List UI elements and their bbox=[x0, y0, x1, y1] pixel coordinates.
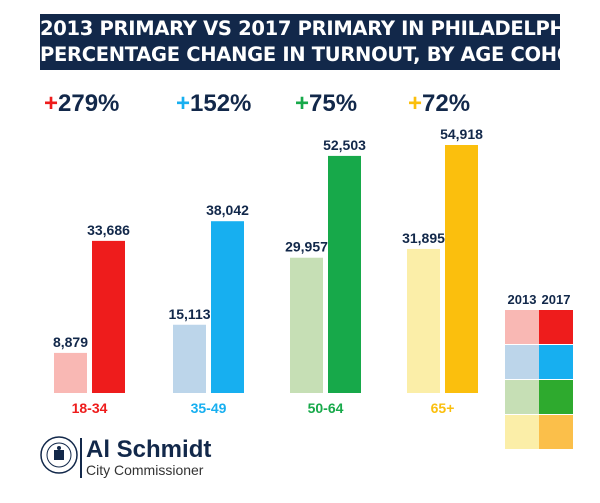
bar-2017-35-49 bbox=[211, 221, 244, 393]
legend-swatch-2013-18-34 bbox=[505, 310, 539, 344]
value-label-2017-65-plus: 54,918 bbox=[440, 126, 483, 142]
title-line-1: 2013 PRIMARY VS 2017 PRIMARY IN PHILADEL… bbox=[40, 17, 588, 40]
value-label-2013-65-plus: 31,895 bbox=[402, 230, 445, 246]
legend-swatch-2013-65-plus bbox=[505, 415, 539, 449]
bar-2017-18-34 bbox=[92, 240, 125, 393]
value-label-2017-18-34: 33,686 bbox=[87, 222, 130, 238]
category-label-18-34: 18-34 bbox=[72, 400, 108, 416]
category-label-35-49: 35-49 bbox=[191, 400, 227, 416]
percent-change-35-49: +152% bbox=[176, 90, 251, 118]
legend-swatch-2017-35-49 bbox=[539, 345, 573, 379]
bar-2017-50-64 bbox=[328, 155, 361, 393]
value-label-2013-50-64: 29,957 bbox=[285, 239, 328, 255]
value-label-2013-18-34: 8,879 bbox=[53, 334, 88, 350]
chart-title: 2013 PRIMARY VS 2017 PRIMARY IN PHILADEL… bbox=[40, 14, 600, 70]
percent-change-18-34: +279% bbox=[44, 90, 119, 118]
logo-divider bbox=[80, 438, 82, 478]
commissioner-name: Al Schmidt bbox=[86, 436, 212, 463]
legend-swatch-2017-50-64 bbox=[539, 380, 573, 414]
legend-header-2013: 2013 bbox=[507, 292, 537, 307]
bar-2013-18-34 bbox=[54, 352, 87, 393]
legend-swatch-2013-50-64 bbox=[505, 380, 539, 414]
category-label-50-64: 50-64 bbox=[308, 400, 344, 416]
percent-value: 72% bbox=[422, 90, 471, 117]
percent-sign: + bbox=[295, 90, 310, 117]
bar-2017-65-plus bbox=[445, 145, 478, 393]
bar-2013-35-49 bbox=[173, 324, 206, 393]
title-line-2: PERCENTAGE CHANGE IN TURNOUT, BY AGE COH… bbox=[40, 43, 600, 66]
percent-value: 279% bbox=[58, 90, 120, 117]
percent-sign: + bbox=[408, 90, 423, 117]
bar-2013-65-plus bbox=[407, 248, 440, 393]
commissioner-title: City Commissioner bbox=[86, 462, 204, 478]
bar-2013-50-64 bbox=[290, 257, 323, 393]
legend-swatch-2017-18-34 bbox=[539, 310, 573, 344]
category-label-65-plus: 65+ bbox=[431, 400, 455, 416]
city-seal-icon bbox=[40, 436, 78, 474]
percent-sign: + bbox=[44, 90, 59, 117]
percent-value: 152% bbox=[190, 90, 252, 117]
legend-header-2017: 2017 bbox=[541, 292, 571, 307]
value-label-2017-50-64: 52,503 bbox=[323, 137, 366, 153]
legend-swatch-2017-65-plus bbox=[539, 415, 573, 449]
percent-change-50-64: +75% bbox=[295, 90, 357, 118]
value-label-2013-35-49: 15,113 bbox=[168, 306, 210, 322]
value-label-2017-35-49: 38,042 bbox=[206, 202, 249, 218]
percent-change-65-plus: +72% bbox=[408, 90, 470, 118]
legend-swatch-2013-35-49 bbox=[505, 345, 539, 379]
percent-sign: + bbox=[176, 90, 191, 117]
percent-value: 75% bbox=[309, 90, 358, 117]
